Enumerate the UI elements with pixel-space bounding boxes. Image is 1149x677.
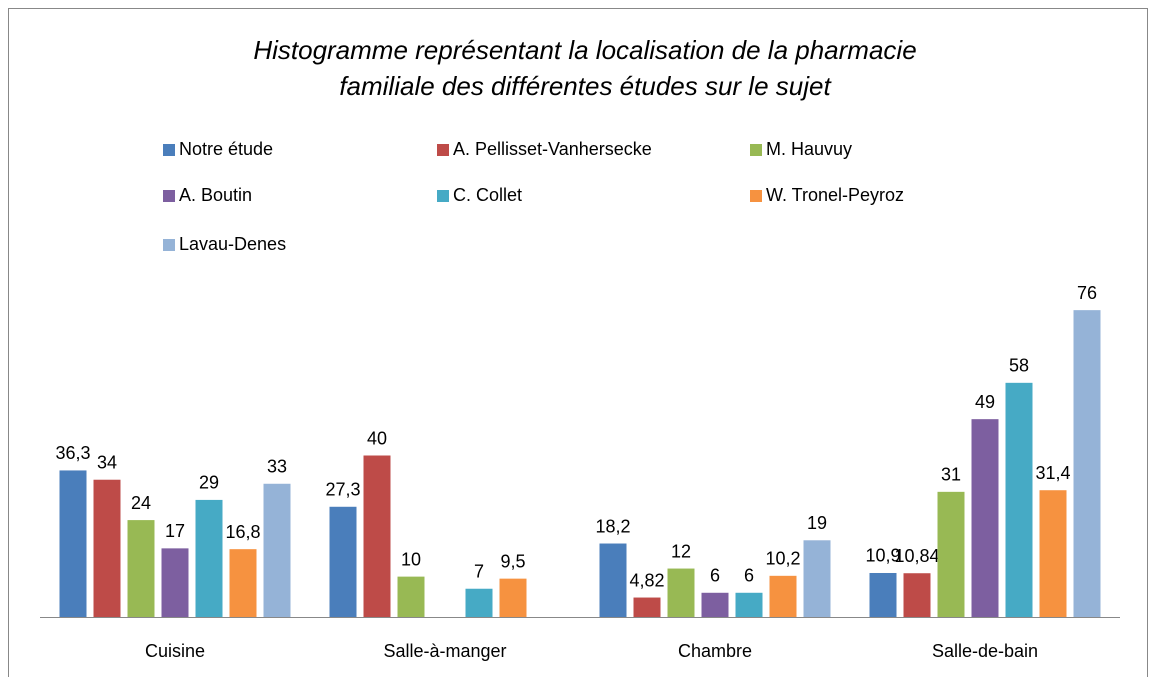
- bar: [735, 592, 763, 617]
- data-label: 4,82: [629, 570, 664, 590]
- legend-swatch: [437, 144, 449, 156]
- data-label: 18,2: [595, 516, 630, 536]
- data-label: 16,8: [225, 522, 260, 542]
- chart-title: Histogramme représentant la localisation…: [253, 35, 916, 65]
- data-label: 31: [941, 465, 961, 485]
- data-label: 10,9: [865, 546, 900, 566]
- x-tick-label: Cuisine: [145, 641, 205, 661]
- bar: [499, 578, 527, 617]
- bar: [937, 491, 965, 617]
- x-tick-label: Chambre: [678, 641, 752, 661]
- bar: [195, 499, 223, 617]
- legend-label: W. Tronel-Peyroz: [766, 185, 904, 205]
- bar: [465, 588, 493, 617]
- legend-label: C. Collet: [453, 185, 522, 205]
- legend-swatch: [750, 144, 762, 156]
- data-label: 31,4: [1035, 463, 1070, 483]
- data-label: 58: [1009, 356, 1029, 376]
- legend-label: M. Hauvuy: [766, 139, 852, 159]
- data-label: 9,5: [500, 551, 525, 571]
- bar: [903, 573, 931, 617]
- data-label: 19: [807, 513, 827, 533]
- bar: [161, 548, 189, 617]
- data-label: 40: [367, 428, 387, 448]
- data-label: 6: [744, 566, 754, 586]
- legend-label: A. Boutin: [179, 185, 252, 205]
- bar: [769, 575, 797, 617]
- legend-label: Lavau-Denes: [179, 234, 286, 254]
- bar: [803, 540, 831, 617]
- bar: [1039, 490, 1067, 617]
- legend-swatch: [437, 190, 449, 202]
- data-label: 10,84: [894, 546, 939, 566]
- bar: [229, 549, 257, 617]
- data-label: 33: [267, 457, 287, 477]
- data-label: 36,3: [55, 443, 90, 463]
- data-label: 34: [97, 452, 117, 472]
- legend-swatch: [163, 239, 175, 251]
- data-label: 29: [199, 473, 219, 493]
- bar: [263, 483, 291, 617]
- bar: [329, 506, 357, 617]
- data-label: 7: [474, 561, 484, 581]
- data-label: 76: [1077, 283, 1097, 303]
- bar: [363, 455, 391, 617]
- bar: [869, 572, 897, 617]
- bar: [599, 543, 627, 617]
- bar: [701, 592, 729, 617]
- x-tick-label: Salle-de-bain: [932, 641, 1038, 661]
- data-label: 12: [671, 541, 691, 561]
- chart-title: familiale des différentes études sur le …: [339, 71, 832, 101]
- bar: [971, 419, 999, 617]
- data-label: 17: [165, 521, 185, 541]
- data-label: 24: [131, 493, 151, 513]
- bar: [59, 470, 87, 617]
- data-label: 10,2: [765, 549, 800, 569]
- legend-swatch: [163, 144, 175, 156]
- data-label: 10: [401, 549, 421, 569]
- legend-label: A. Pellisset-Vanhersecke: [453, 139, 652, 159]
- legend-swatch: [750, 190, 762, 202]
- bar: [1073, 310, 1101, 617]
- bar: [397, 576, 425, 617]
- bar: [667, 568, 695, 617]
- legend-swatch: [163, 190, 175, 202]
- data-label: 6: [710, 566, 720, 586]
- bar: [93, 479, 121, 617]
- data-label: 49: [975, 392, 995, 412]
- bar: [127, 520, 155, 617]
- x-tick-label: Salle-à-manger: [383, 641, 506, 661]
- legend-label: Notre étude: [179, 139, 273, 159]
- data-label: 27,3: [325, 480, 360, 500]
- bar: [1005, 382, 1033, 617]
- bar: [633, 597, 661, 617]
